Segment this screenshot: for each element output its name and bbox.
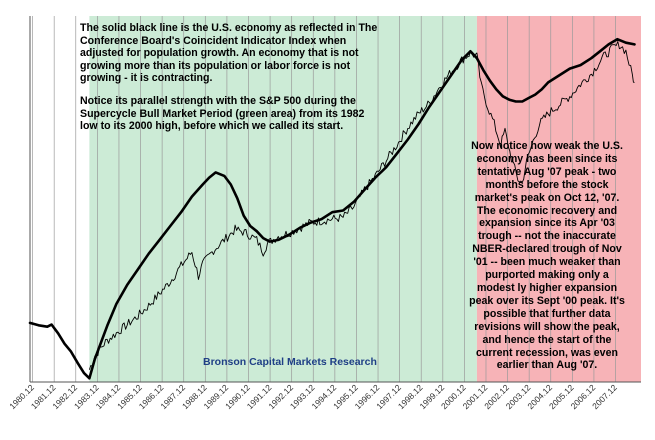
annotation-left-paragraph-1: The solid black line is the U.S. economy… xyxy=(80,22,378,85)
x-tick-labels: 1980.121981.121982.121983.121984.121985.… xyxy=(7,382,619,411)
vertical-gridlines xyxy=(32,16,616,382)
annotation-right: Now notice how weak the U.S. economy has… xyxy=(469,140,625,372)
x-tick-label: 2007.12 xyxy=(590,382,619,411)
series-line-economy xyxy=(28,37,636,380)
region-bull xyxy=(89,16,477,382)
series-line-index-market xyxy=(88,41,635,370)
shaded-regions xyxy=(89,16,641,382)
series-lines xyxy=(28,37,636,380)
watermark-label: Bronson Capital Markets Research xyxy=(203,356,377,368)
annotation-left: The solid black line is the U.S. economy… xyxy=(80,22,380,143)
annotation-left-paragraph-2: Notice its parallel strength with the S&… xyxy=(80,94,365,133)
axes xyxy=(29,16,641,383)
